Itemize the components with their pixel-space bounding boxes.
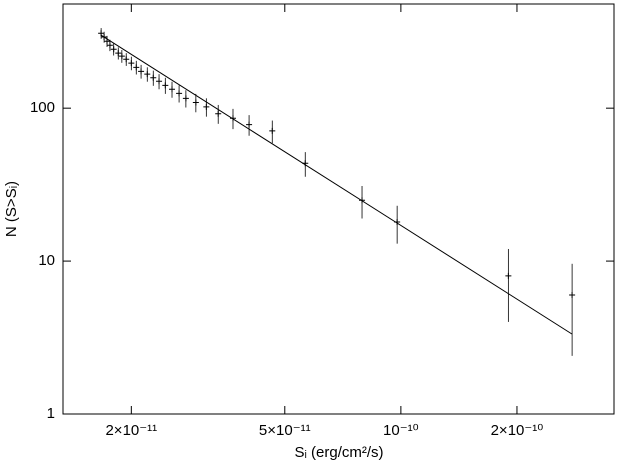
data-point xyxy=(505,272,512,279)
plot-frame xyxy=(62,3,615,415)
data-point xyxy=(150,74,157,81)
data-point xyxy=(162,82,169,89)
x-tick-label: 2×10⁻¹⁰ xyxy=(491,422,544,439)
data-point xyxy=(192,99,199,106)
data-point xyxy=(123,56,130,63)
data-point xyxy=(246,121,253,128)
data-point xyxy=(182,95,189,102)
y-tick-label: 10 xyxy=(38,252,55,269)
data-point xyxy=(144,71,151,78)
data-point xyxy=(138,68,145,75)
data-point xyxy=(128,60,135,67)
data-point xyxy=(133,64,140,71)
data-point xyxy=(118,53,125,60)
y-axis-label: N (S>Sᵢ) xyxy=(3,181,20,237)
data-point xyxy=(110,46,117,53)
data-point xyxy=(203,103,210,110)
data-point xyxy=(156,78,163,85)
y-tick-label: 100 xyxy=(30,99,55,116)
data-point xyxy=(269,127,276,134)
x-tick-label: 5×10⁻¹¹ xyxy=(259,422,311,439)
data-point xyxy=(106,42,113,49)
x-tick-label: 10⁻¹⁰ xyxy=(383,422,419,439)
data-point xyxy=(169,86,176,93)
x-axis-label: Sᵢ (erg/cm²/s) xyxy=(294,444,383,461)
data-point xyxy=(115,50,122,57)
data-point xyxy=(176,90,183,97)
x-tick-label: 2×10⁻¹¹ xyxy=(105,422,157,439)
data-point xyxy=(569,292,576,299)
fit-line xyxy=(100,34,573,335)
y-tick-label: 1 xyxy=(47,405,55,422)
data-point xyxy=(215,110,222,117)
